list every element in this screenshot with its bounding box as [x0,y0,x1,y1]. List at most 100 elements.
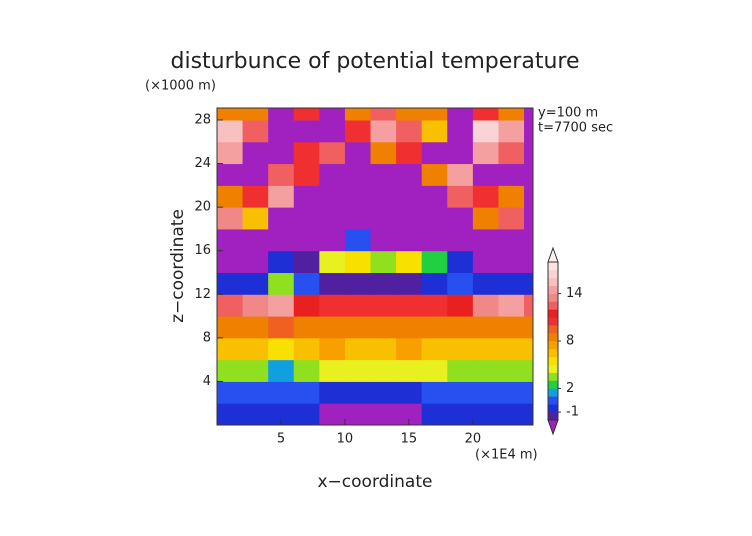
contour-cell [344,185,372,208]
contour-cell [524,163,534,186]
contour-cell [344,272,372,295]
y-unit: (×1000 m) [145,79,216,94]
contour-cell [293,337,320,361]
colorbar-band [548,325,558,334]
contour-cell [421,185,448,208]
contour-cell [344,294,372,317]
contour-cell [370,185,397,208]
contour-cell [268,272,295,295]
contour-cell [268,163,295,186]
contour-cell [524,359,534,382]
colorbar-band [548,269,558,279]
contour-cell [268,316,295,339]
contour-cell [421,250,448,273]
contour-cell [370,250,397,273]
contour-cell [421,381,448,404]
contour-cell [319,250,346,273]
contour-cell [498,337,525,361]
contour-cell [344,359,372,382]
annotation: y=100 m [538,106,598,121]
contour-cell [396,381,423,404]
contour-cell [242,403,269,426]
contour-cell [370,228,397,252]
contour-cell [421,207,448,230]
contour-cell [472,381,499,404]
contour-cell [370,294,397,317]
contour-cell [472,359,499,382]
contour-cell [447,403,474,426]
contour-cell [242,163,269,186]
contour-cell [370,108,397,121]
contour-cell [293,250,320,273]
contour-cell [421,337,448,361]
contour-cell [472,316,499,339]
contour-cell [498,272,525,295]
contour-cell [524,207,534,230]
contour-cell [524,119,534,143]
contour-cell [421,316,448,339]
contour-cell [524,403,534,426]
contour-cell [242,272,269,295]
contour-cell [498,108,525,121]
contour-cell [293,119,320,143]
contour-cell [447,207,474,230]
contour-cell [421,272,448,295]
contour-cell [217,316,244,339]
contour-cell [498,359,525,382]
contour-cell [268,207,295,230]
contour-cell [447,337,474,361]
contour-cell [242,250,269,273]
contour-cell [242,359,269,382]
colorbar-band [548,309,558,318]
contour-cell [370,403,397,426]
y-tick-label: 24 [194,156,211,171]
contour-cell [370,381,397,404]
contour-cell [370,359,397,382]
contour-cell [421,163,448,186]
contour-cell [293,228,320,252]
colorbar-band [548,333,558,342]
contour-cell [396,250,423,273]
contour-cell [344,141,372,165]
contour-cell [447,381,474,404]
contour-cell [396,272,423,295]
contour-cell [217,403,244,426]
contour-cell [524,381,534,404]
contour-cell [319,359,346,382]
contour-cell [268,250,295,273]
contour-cell [447,272,474,295]
contour-cell [344,119,372,143]
contour-cell [319,228,346,252]
contour-cell [472,337,499,361]
contour-cell [217,250,244,273]
contour-cell [217,141,244,165]
contour-cell [396,316,423,339]
contour-cell [421,359,448,382]
contour-cell [472,119,499,143]
contour-cell [319,141,346,165]
contour-cell [344,337,372,361]
contour-cell [242,207,269,230]
contour-cell [396,294,423,317]
contour-cell [447,294,474,317]
contour-cell [396,141,423,165]
contour-cell [217,228,244,252]
contour-cell [268,337,295,361]
contour-cell [268,141,295,165]
plot-frame [216,107,534,426]
contour-cell [498,250,525,273]
contour-cell [498,119,525,143]
contour-cell [268,119,295,143]
contour-cell [524,316,534,339]
contour-cell [447,185,474,208]
chart-title: disturbunce of potential temperature [171,49,580,74]
contour-cell [370,163,397,186]
contour-cell [524,185,534,208]
contour-cell [472,272,499,295]
contour-cell [217,337,244,361]
contour-cell [242,185,269,208]
contour-cell [293,294,320,317]
y-tick-label: 16 [194,243,211,258]
contour-cell [447,141,474,165]
contour-cell [498,207,525,230]
